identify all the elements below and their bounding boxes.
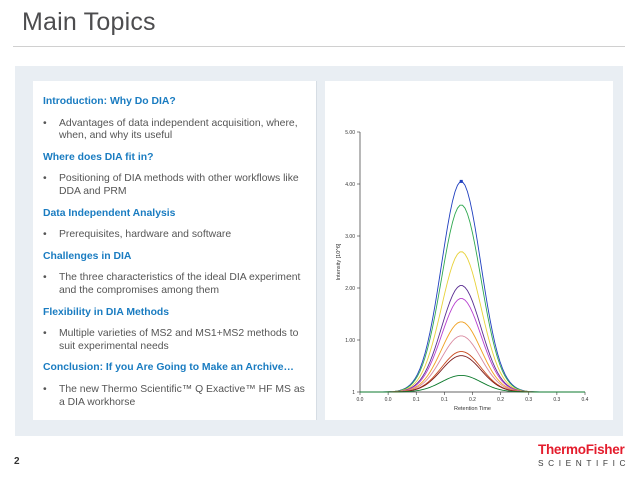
y-tick-label: 1.00 [345, 338, 355, 344]
topic-bullet: • Multiple varieties of MS2 and MS1+MS2 m… [43, 328, 313, 353]
topic-bullet-text: Positioning of DIA methods with other wo… [59, 173, 299, 197]
chart-axes [357, 131, 586, 395]
bullet-icon: • [43, 173, 47, 185]
topic-heading: Where does DIA fit in? [43, 151, 154, 163]
x-tick-label: 0.2 [497, 397, 504, 403]
topic-bullet: • Prerequisites, hardware and software [43, 229, 313, 242]
title-divider [13, 46, 625, 47]
x-tick-label: 0.1 [441, 397, 448, 403]
logo-subtitle: SCIENTIFIC [538, 458, 631, 468]
topic-item: Introduction: Why Do DIA? • Advantages of… [43, 96, 313, 143]
series-line-2 [360, 204, 585, 393]
x-axis-label: Retention Time [454, 406, 491, 412]
y-axis-label: Intensity [10^6] [336, 243, 342, 280]
topic-bullet: • Advantages of data independent acquisit… [43, 118, 313, 143]
y-tick-label: 5.00 [345, 130, 355, 136]
y-tick-label: 3.00 [345, 234, 355, 240]
logo-wordmark: ThermoFisher [538, 442, 625, 457]
slide-title: Main Topics [22, 8, 156, 36]
bullet-icon: • [43, 229, 47, 241]
topic-bullet: • The new Thermo Scientific™ Q Exactive™ … [43, 384, 313, 409]
bullet-icon: • [43, 117, 47, 129]
topic-bullet-text: The new Thermo Scientific™ Q Exactive™ H… [59, 383, 305, 408]
slide-number: 2 [14, 456, 20, 467]
topic-heading: Flexibility in DIA Methods [43, 306, 170, 318]
topic-bullet-text: Advantages of data independent acquisiti… [59, 117, 298, 142]
topic-bullet-text: Prerequisites, hardware and software [59, 229, 232, 241]
series-line-3 [360, 251, 585, 393]
topic-bullet-text: Multiple varieties of MS2 and MS1+MS2 me… [59, 328, 299, 352]
chart-labels: 1 1.00 2.00 3.00 4.00 5.00 0.0 0.0 0.1 0.1 0.2 0.2 0… [336, 130, 589, 412]
bullet-icon: • [43, 328, 47, 340]
thermo-fisher-logo: ThermoFisher SCIENTIFIC [538, 442, 631, 475]
x-tick-label: 0.2 [469, 397, 476, 403]
series-line-7 [360, 335, 585, 393]
topic-bullet-text: The three characteristics of the ideal D… [59, 272, 301, 296]
x-tick-label: 0.1 [413, 397, 420, 403]
x-tick-label: 0.4 [582, 397, 589, 403]
series-line-9 [360, 355, 585, 393]
topic-bullet: • The three characteristics of the ideal … [43, 272, 313, 297]
topic-item: Flexibility in DIA Methods • Multiple var… [43, 307, 313, 354]
series-line-1 [360, 181, 585, 393]
chromatogram-chart: 1 1.00 2.00 3.00 4.00 5.00 0.0 0.0 0.1 0.1 0.2 0.2 0… [336, 130, 589, 412]
chart-series-group [360, 179, 585, 393]
series-line-8 [360, 351, 585, 393]
chart-panel [325, 81, 613, 420]
bullet-icon: • [43, 272, 47, 284]
y-tick-label: 4.00 [345, 182, 355, 188]
y-tick-label: 2.00 [345, 286, 355, 292]
topic-heading: Introduction: Why Do DIA? [43, 96, 176, 107]
series-line-4 [360, 285, 585, 393]
topic-heading: Conclusion: If you Are Going to Make an … [43, 362, 294, 374]
bullet-icon: • [43, 383, 47, 395]
y-tick-label: 1 [352, 390, 355, 396]
x-tick-label: 0.3 [525, 397, 532, 403]
topic-item: Where does DIA fit in? • Positioning of D… [43, 152, 313, 199]
topic-bullet: • Positioning of DIA methods with other w… [43, 173, 313, 198]
x-tick-label: 0.3 [553, 397, 560, 403]
topic-item: Data Independent Analysis • Prerequisites… [43, 208, 313, 242]
x-tick-label: 0.0 [357, 397, 364, 403]
peak-marker [459, 179, 463, 183]
topics-panel [33, 81, 317, 420]
topic-heading: Data Independent Analysis [43, 207, 176, 219]
topic-heading: Challenges in DIA [43, 250, 132, 262]
topic-item: Conclusion: If you Are Going to Make an … [43, 362, 313, 409]
topics-list: Introduction: Why Do DIA? • Advantages of… [43, 96, 313, 418]
topic-item: Challenges in DIA • The three characteris… [43, 251, 313, 298]
x-tick-label: 0.0 [385, 397, 392, 403]
series-line-10 [360, 374, 585, 393]
